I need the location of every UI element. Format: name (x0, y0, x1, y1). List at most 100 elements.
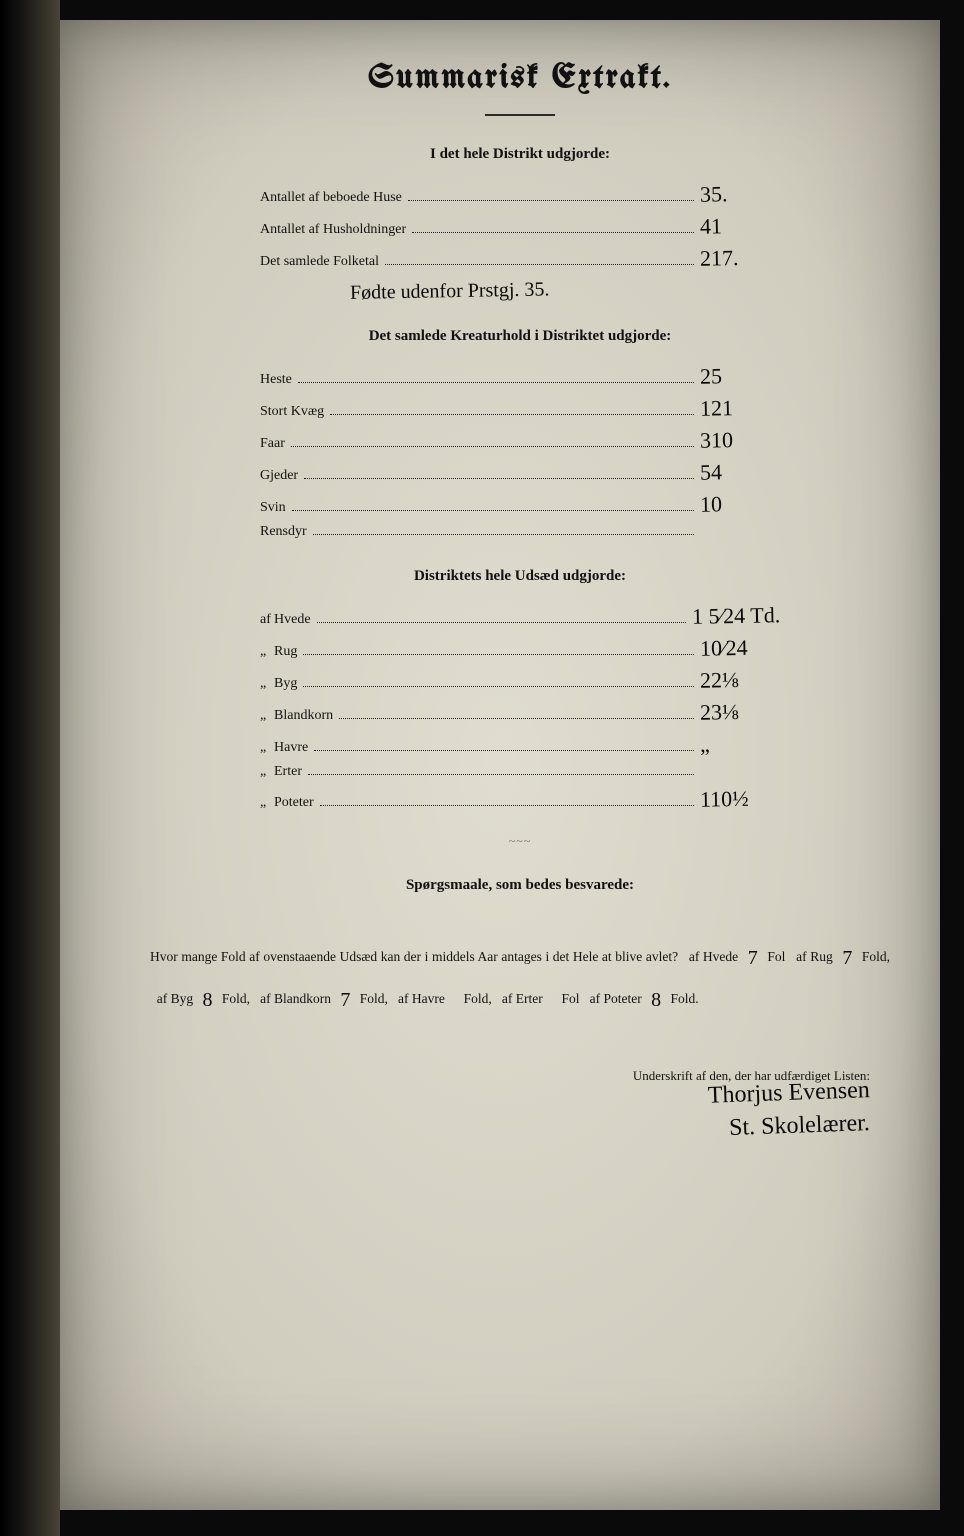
leader-dots (412, 221, 694, 233)
questions-paragraph: Hvor mange Fold af ovenstaaende Udsæd ka… (150, 934, 890, 1018)
row-value: 10⁄24 (700, 634, 780, 661)
table-row: Rensdyr (260, 523, 780, 540)
leader-dots (408, 189, 694, 201)
row-prefix: „ (260, 708, 274, 724)
row-prefix: „ (260, 795, 274, 811)
row-label: Stort Kvæg (260, 404, 324, 420)
table-row: „ Havre „ (260, 731, 780, 757)
q-label: af Hvede (689, 949, 738, 964)
signature-block: Underskrift af den, der har udfærdiget L… (130, 1068, 870, 1150)
section1-rows: Antallet af beboede Huse 35. Antallet af… (260, 181, 780, 271)
handwritten-note: Fødte udenfor Prstgj. 35. (350, 272, 910, 305)
row-prefix: „ (260, 740, 274, 756)
scan-frame: Summarisk Extrakt. I det hele Distrikt u… (0, 0, 964, 1536)
leader-dots (292, 499, 694, 511)
row-value: 217. (700, 244, 780, 271)
q-tail: Fold, (360, 991, 388, 1006)
table-row: Det samlede Folketal 217. (260, 245, 780, 271)
leader-dots (317, 611, 686, 623)
row-label: Blandkorn (274, 708, 333, 724)
section3-rows: af Hvede 1 5⁄24 Td. „ Rug 10⁄24 „ Byg 22… (260, 603, 780, 812)
document-page: Summarisk Extrakt. I det hele Distrikt u… (60, 20, 940, 1510)
table-row: „ Erter (260, 763, 780, 780)
row-value: 110½ (700, 786, 780, 813)
q-label: af Erter (502, 991, 543, 1006)
row-label: Poteter (274, 795, 314, 811)
row-value: 35. (700, 180, 780, 207)
section2-heading: Det samlede Kreaturhold i Distriktet udg… (130, 328, 910, 345)
row-label: Rug (274, 644, 297, 660)
row-label: Svin (260, 500, 286, 516)
q-tail: Fol (767, 949, 785, 964)
leader-dots (330, 403, 694, 415)
table-row: „ Rug 10⁄24 (260, 635, 780, 661)
table-row: af Hvede 1 5⁄24 Td. (260, 603, 780, 629)
questions-heading: Spørgsmaale, som bedes besvarede: (130, 877, 910, 894)
q-value: 8 (645, 979, 667, 1021)
q-tail: Fold, (222, 991, 250, 1006)
leader-dots (308, 763, 694, 775)
table-row: „ Blandkorn 23⅛ (260, 699, 780, 725)
row-prefix: „ (260, 676, 274, 692)
leader-dots (339, 707, 694, 719)
leader-dots (314, 739, 694, 751)
q-value: 7 (836, 937, 858, 979)
q-label: af Byg (157, 991, 193, 1006)
row-value: 23⅛ (700, 698, 780, 725)
row-label: Byg (274, 676, 297, 692)
leader-dots (303, 675, 694, 687)
row-label: Gjeder (260, 468, 298, 484)
q-label: af Poteter (590, 991, 642, 1006)
book-spine (0, 0, 60, 1536)
row-label: Faar (260, 436, 285, 452)
section1-heading: I det hele Distrikt udgjorde: (130, 146, 910, 163)
table-row: „ Poteter 110½ (260, 786, 780, 812)
table-row: Antallet af Husholdninger 41 (260, 213, 780, 239)
q-tail: Fold, (464, 991, 492, 1006)
row-value: 1 5⁄24 Td. (692, 602, 781, 630)
row-label: Rensdyr (260, 524, 307, 540)
leader-dots (313, 523, 694, 535)
leader-dots (304, 467, 694, 479)
row-value (700, 534, 780, 535)
q-tail: Fold, (862, 949, 890, 964)
row-value: 25 (700, 362, 780, 389)
row-label: Heste (260, 372, 292, 388)
table-row: „ Byg 22⅛ (260, 667, 780, 693)
row-value: 22⅛ (700, 666, 780, 693)
row-value: 121 (700, 394, 780, 421)
leader-dots (385, 253, 694, 265)
q-label: af Rug (796, 949, 833, 964)
row-value: „ (700, 730, 780, 757)
row-prefix: „ (260, 764, 274, 780)
row-label: Hvede (274, 612, 311, 628)
table-row: Antallet af beboede Huse 35. (260, 181, 780, 207)
row-label: Antallet af beboede Huse (260, 190, 402, 206)
row-value: 54 (700, 458, 780, 485)
page-content: Summarisk Extrakt. I det hele Distrikt u… (130, 50, 910, 1480)
leader-dots (298, 371, 694, 383)
section2-rows: Heste 25 Stort Kvæg 121 Faar 310 Gjeder (260, 363, 780, 540)
q-value: 8 (197, 979, 219, 1021)
leader-dots (291, 435, 694, 447)
table-row: Stort Kvæg 121 (260, 395, 780, 421)
row-label: Antallet af Husholdninger (260, 222, 406, 238)
row-label: Erter (274, 764, 302, 780)
row-prefix: „ (260, 644, 274, 660)
row-label: Det samlede Folketal (260, 254, 379, 270)
q-value: 7 (334, 979, 356, 1021)
q-value: 7 (742, 937, 764, 979)
q-label: af Havre (398, 991, 445, 1006)
table-row: Svin 10 (260, 491, 780, 517)
table-row: Gjeder 54 (260, 459, 780, 485)
row-value: 310 (700, 426, 780, 453)
questions-intro: Hvor mange Fold af ovenstaaende Udsæd ka… (150, 949, 678, 964)
q-tail: Fol (561, 991, 579, 1006)
row-label: Havre (274, 740, 308, 756)
page-title: Summarisk Extrakt. (130, 60, 910, 96)
section3-heading: Distriktets hele Udsæd udgjorde: (130, 568, 910, 585)
row-value: 10 (700, 490, 780, 517)
table-row: Heste 25 (260, 363, 780, 389)
divider-ornament: ~~~ (495, 834, 545, 849)
q-tail: Fold. (670, 991, 698, 1006)
